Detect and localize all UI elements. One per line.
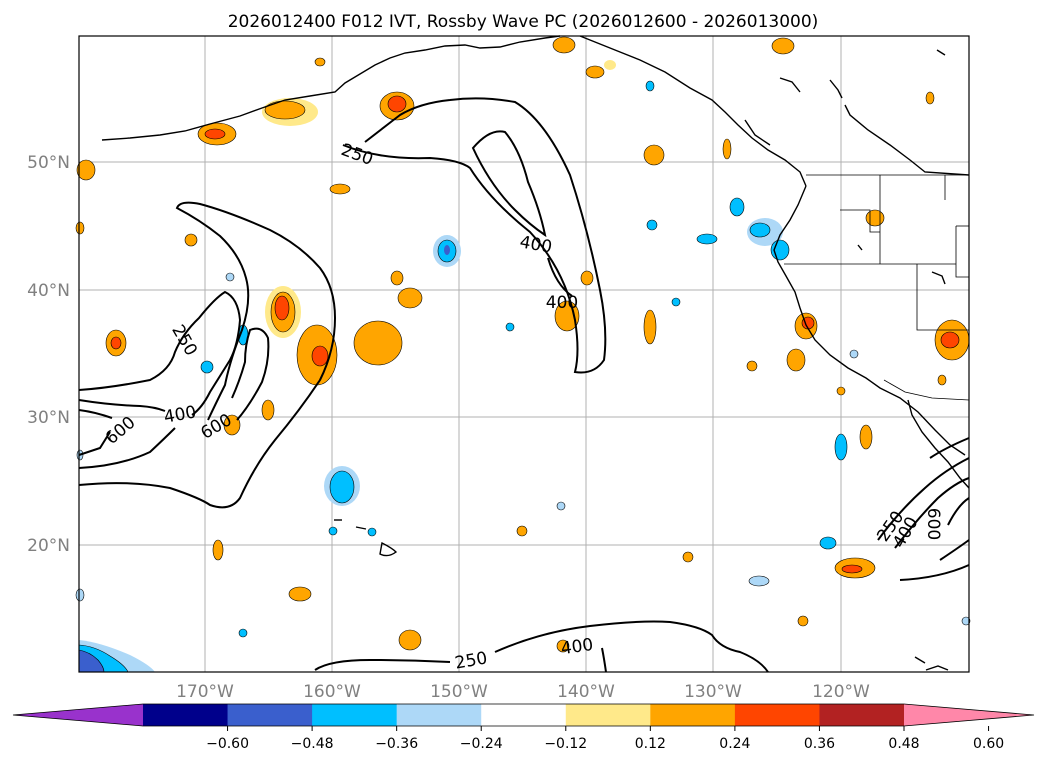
colorbar-segment xyxy=(819,704,905,726)
lat-label: 20°N xyxy=(27,536,70,556)
colorbar-segment xyxy=(481,704,567,726)
coastlines xyxy=(101,35,970,671)
colorbar-tick-label: 0.60 xyxy=(973,736,1004,752)
lon-label: 140°W xyxy=(557,682,615,702)
ivt-contour-label: 600 xyxy=(923,508,943,540)
lat-label: 40°N xyxy=(27,281,70,301)
colorbar-tick-label: 0.36 xyxy=(804,736,835,752)
lat-label: 50°N xyxy=(27,153,70,173)
colorbar-extend-low xyxy=(13,704,143,726)
lon-label: 150°W xyxy=(430,682,488,702)
colorbar-tick-label: 0.24 xyxy=(719,736,750,752)
colorbar-tick-label: 0.48 xyxy=(888,736,919,752)
colorbar-tick-label: −0.12 xyxy=(544,736,587,752)
lon-label: 120°W xyxy=(812,682,870,702)
colorbar-tick-label: −0.48 xyxy=(291,736,334,752)
lon-label: 130°W xyxy=(684,682,742,702)
colorbar-segment xyxy=(312,704,398,726)
colorbar-tick-label: −0.36 xyxy=(375,736,418,752)
rossby-pc-negative-anomalies xyxy=(75,80,971,673)
latitude-labels: 50°N 40°N 30°N 20°N xyxy=(27,153,70,556)
colorbar-tick-label: 0.12 xyxy=(635,736,666,752)
rossby-pc-positive-anomalies xyxy=(75,36,970,653)
ivt-contours xyxy=(78,97,970,673)
colorbar-segment xyxy=(396,704,482,726)
political-boundaries xyxy=(784,174,970,401)
ivt-contour-label: 400 xyxy=(546,293,578,313)
colorbar-extend-high xyxy=(904,704,1034,726)
colorbar-outline xyxy=(12,703,1035,727)
colorbar-segments xyxy=(12,703,1035,727)
colorbar-segment xyxy=(734,704,820,726)
colorbar-tick-label: −0.60 xyxy=(206,736,249,752)
colorbar-segment xyxy=(227,704,313,726)
ivt-contour-label: 400 xyxy=(560,635,595,659)
colorbar: −0.60 −0.48 −0.36 −0.24 −0.12 0.12 0.24 0.36 0.4… xyxy=(12,703,1035,752)
lon-label: 160°W xyxy=(303,682,361,702)
colorbar-tick-label: −0.24 xyxy=(460,736,503,752)
map-frame xyxy=(78,35,970,673)
map-title: 2026012400 F012 IVT, Rossby Wave PC (202… xyxy=(228,12,819,32)
longitude-labels: 170°W 160°W 150°W 140°W 130°W 120°W xyxy=(176,682,870,702)
colorbar-ticks: −0.60 −0.48 −0.36 −0.24 −0.12 0.12 0.24 0.36 0.4… xyxy=(206,726,1004,752)
map-panel: 250 250 250 250 400 400 400 400 400 600 … xyxy=(75,35,971,674)
colorbar-segment xyxy=(143,704,228,726)
lon-label: 170°W xyxy=(176,682,234,702)
lat-label: 30°N xyxy=(27,408,70,428)
colorbar-segment xyxy=(650,704,736,726)
colorbar-segment xyxy=(565,704,651,726)
